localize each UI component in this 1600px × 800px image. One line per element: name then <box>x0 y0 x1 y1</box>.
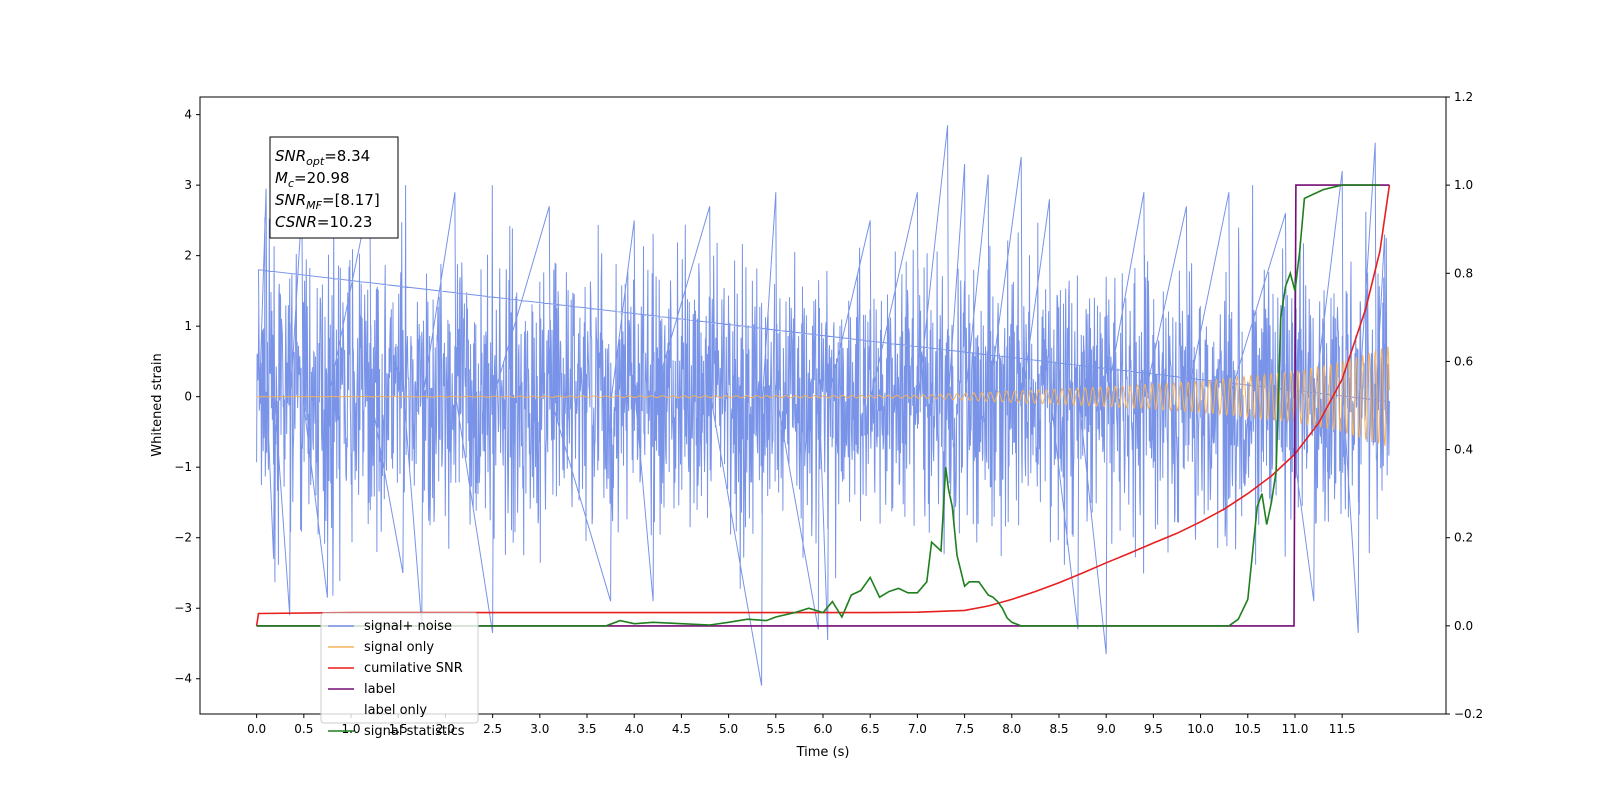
legend-label: cumilative SNR <box>364 661 463 676</box>
x-tick-label: 9.0 <box>1097 722 1116 736</box>
series-signal-noise <box>256 125 1390 686</box>
legend-entry: signal+ noise <box>328 619 452 634</box>
x-tick-label: 3.5 <box>577 722 596 736</box>
y2-tick-label: 0.6 <box>1454 354 1473 368</box>
x-tick-label: 7.5 <box>955 722 974 736</box>
x-tick-label: 5.0 <box>719 722 738 736</box>
x-tick-label: 5.5 <box>766 722 785 736</box>
x-tick-label: 6.5 <box>861 722 880 736</box>
y2-tick-label: 0.2 <box>1454 531 1473 545</box>
legend-label: signal+ noise <box>364 619 452 634</box>
y2-tick-label: 0.8 <box>1454 266 1473 280</box>
x-tick-label: 11.0 <box>1282 722 1309 736</box>
y2-tick-label: 0.4 <box>1454 443 1473 457</box>
x-tick-label: 0.5 <box>294 722 313 736</box>
x-axis-label: Time (s) <box>796 745 850 760</box>
y-tick-label: −1 <box>174 460 192 474</box>
x-tick-label: 0.0 <box>247 722 266 736</box>
legend: signal+ noise signal only cumilative SNR la… <box>320 612 479 739</box>
x-tick-label: 9.5 <box>1144 722 1163 736</box>
y2-tick-label: 0.0 <box>1454 619 1473 633</box>
x-tick-label: 11.5 <box>1329 722 1356 736</box>
series-layer <box>255 125 1391 686</box>
y2-tick-label: 1.0 <box>1454 178 1473 192</box>
series-signal-statistics <box>256 184 1380 627</box>
x-tick-label: 8.0 <box>1002 722 1021 736</box>
annotation-line: Mc=20.98 <box>275 169 350 190</box>
annotation-line: SNRopt=8.34 <box>275 147 370 168</box>
y-tick-label: 3 <box>184 178 192 192</box>
annotation-line: CSNR=10.23 <box>275 213 372 231</box>
legend-label: signal only <box>364 640 434 655</box>
snr-annotation-text: SNRopt=8.34 Mc=20.98 SNRMF=[8.17] CSNR=10.2… <box>275 147 380 231</box>
x-tick-label: 4.0 <box>625 722 644 736</box>
legend-entry: cumilative SNR <box>328 661 463 676</box>
y-axis-label: Whitened strain <box>150 353 165 456</box>
x-axis: 0.0 0.5 1.0 1.5 2.0 2.5 3.0 3.5 4.0 4.5 5.0 5.5 6.0 6… <box>247 714 1356 736</box>
y-tick-label: −2 <box>174 531 192 545</box>
x-tick-label: 2.5 <box>483 722 502 736</box>
y-tick-label: 2 <box>184 249 192 263</box>
x-tick-label: 8.5 <box>1049 722 1068 736</box>
y2-tick-label: −0.2 <box>1454 707 1483 721</box>
y-tick-label: −3 <box>174 601 192 615</box>
x-tick-label: 7.0 <box>908 722 927 736</box>
x-tick-label: 6.0 <box>813 722 832 736</box>
y-tick-label: −4 <box>174 672 192 686</box>
legend-entry: label <box>328 682 395 697</box>
x-tick-label: 3.0 <box>530 722 549 736</box>
legend-entry: signal statistics <box>328 724 465 739</box>
legend-entry: label only <box>364 703 427 718</box>
snr-annotation-box: SNRopt=8.34 Mc=20.98 SNRMF=[8.17] CSNR=10.2… <box>269 136 399 239</box>
y-axis-left: 4 3 2 1 0 −1 −2 −3 −4 <box>174 108 200 686</box>
legend-label: label only <box>364 703 427 718</box>
legend-label: signal statistics <box>364 724 465 739</box>
y-axis-right: 1.2 1.0 0.8 0.6 0.4 0.2 0.0 −0.2 <box>1446 90 1483 721</box>
x-tick-label: 10.0 <box>1187 722 1214 736</box>
y-tick-label: 4 <box>184 108 192 122</box>
y-tick-label: 1 <box>184 319 192 333</box>
series-label <box>256 184 1390 627</box>
x-tick-label: 1.0 <box>341 722 360 736</box>
series-cumulative-snr <box>255 184 1391 627</box>
x-tick-label: 4.5 <box>672 722 691 736</box>
annotation-line: SNRMF=[8.17] <box>275 191 380 212</box>
x-tick-label: 10.5 <box>1234 722 1261 736</box>
legend-entry: signal only <box>328 640 434 655</box>
y-tick-label: 0 <box>184 390 192 404</box>
x-tick-label: 2.0 <box>436 722 455 736</box>
legend-label: label <box>364 682 395 697</box>
x-tick-label: 1.5 <box>389 722 408 736</box>
y2-tick-label: 1.2 <box>1454 90 1473 104</box>
series-signal-only <box>256 346 1390 446</box>
